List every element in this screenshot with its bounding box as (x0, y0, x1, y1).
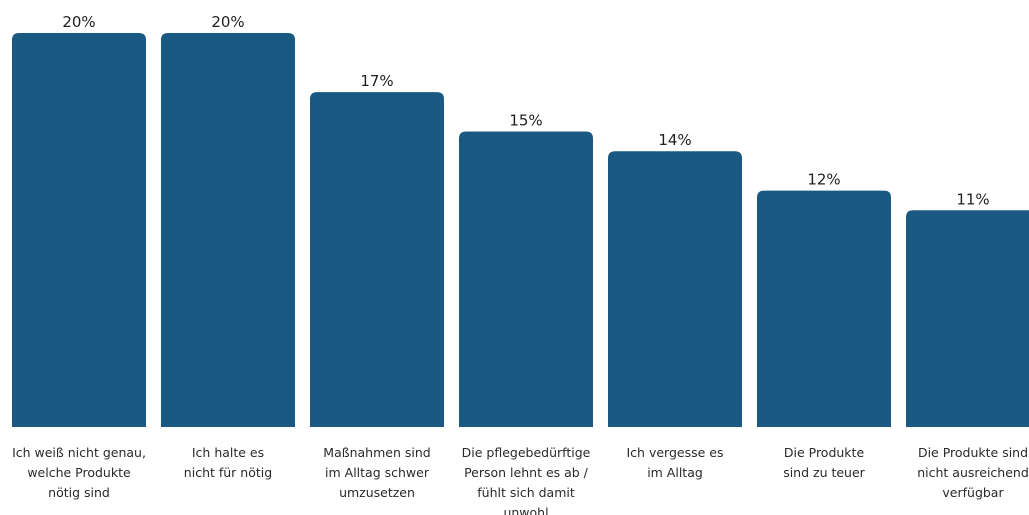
category-label-4: Die pflegebedürftige Person lehnt es ab /… (462, 445, 591, 515)
bar-value-label-4: 15% (509, 112, 542, 130)
category-label-line: umzusetzen (339, 485, 415, 500)
bar-value-label-3: 17% (360, 72, 393, 90)
category-label-1: Ich weiß nicht genau, welche Produkte nöti… (12, 445, 146, 500)
category-labels-group: Ich weiß nicht genau, welche Produkte nöti… (12, 445, 1029, 515)
category-label-line: Die pflegebedürftige (462, 445, 591, 460)
category-label-line: unwohl (503, 505, 548, 515)
category-label-7: Die Produkte sind nicht ausreichend verfüg… (917, 445, 1029, 500)
category-label-line: fühlt sich damit (477, 485, 575, 500)
category-label-5: Ich vergesse es im Alltag (627, 445, 724, 480)
category-label-line: sind zu teuer (783, 465, 865, 480)
category-label-line: Maßnahmen sind (323, 445, 430, 460)
category-label-6: Die Produkte sind zu teuer (783, 445, 865, 480)
bar-value-label-7: 11% (956, 190, 989, 208)
bar-value-label-6: 12% (807, 171, 840, 189)
bar-1 (12, 33, 146, 427)
bar-4 (459, 131, 593, 427)
category-label-line: im Alltag schwer (325, 465, 430, 480)
category-label-line: Ich vergesse es (627, 445, 724, 460)
bars-group (12, 33, 1029, 427)
bar-value-label-2: 20% (211, 13, 244, 31)
category-label-line: Person lehnt es ab / (464, 465, 589, 480)
bar-value-label-1: 20% (62, 13, 95, 31)
category-label-3: Maßnahmen sind im Alltag schwer umzusetzen (323, 445, 430, 500)
category-label-line: nötig sind (48, 485, 110, 500)
bar-3 (310, 92, 444, 427)
category-label-line: Ich halte es (192, 445, 264, 460)
bar-6 (757, 190, 891, 427)
category-label-line: Die Produkte (784, 445, 865, 460)
category-label-line: welche Produkte (27, 465, 131, 480)
category-label-line: nicht ausreichend (917, 465, 1029, 480)
bar-5 (608, 151, 742, 427)
bar-2 (161, 33, 295, 427)
category-label-line: Die Produkte sind (918, 445, 1028, 460)
category-label-line: Ich weiß nicht genau, (12, 445, 146, 460)
bar-7 (906, 210, 1029, 427)
category-label-line: verfügbar (942, 485, 1004, 500)
bar-value-label-5: 14% (658, 131, 691, 149)
category-label-line: im Alltag (647, 465, 703, 480)
category-label-line: nicht für nötig (184, 465, 272, 480)
category-label-2: Ich halte es nicht für nötig (184, 445, 272, 480)
value-labels-group: 20% 20% 17% 15% 14% 12% 11% (62, 13, 989, 208)
